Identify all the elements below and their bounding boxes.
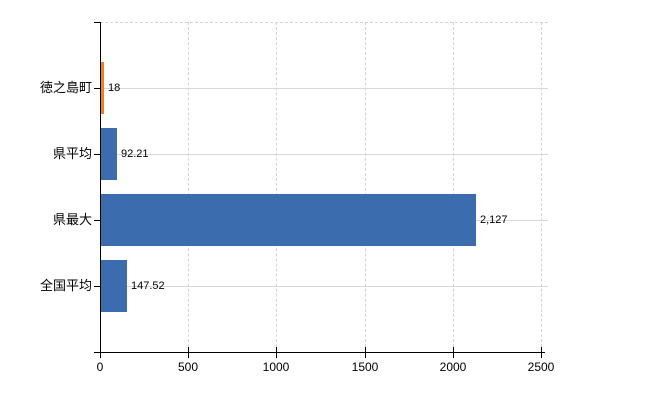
value-label: 2,127 — [480, 214, 508, 226]
bar — [101, 62, 104, 114]
x-tick-label: 1500 — [351, 360, 379, 374]
x-axis-line — [94, 352, 545, 353]
y-axis-tick — [94, 220, 100, 221]
y-axis-line — [100, 22, 101, 358]
x-gridline — [276, 22, 277, 352]
bar — [101, 128, 117, 180]
value-label: 18 — [108, 82, 121, 94]
value-label: 147.52 — [131, 280, 165, 292]
plot-top-border — [100, 22, 548, 23]
x-tick-label: 2500 — [527, 360, 555, 374]
y-axis-tick — [94, 286, 100, 287]
y-gridline — [100, 286, 548, 287]
bar — [101, 260, 127, 312]
category-label: 徳之島町 — [39, 80, 92, 95]
category-label: 県平均 — [52, 146, 92, 161]
y-axis-tick — [94, 88, 100, 89]
y-axis-tick — [94, 22, 100, 23]
y-axis-tick — [94, 154, 100, 155]
bar — [101, 194, 476, 246]
y-gridline — [100, 88, 548, 89]
x-gridline — [541, 22, 542, 352]
x-tick-label: 2000 — [439, 360, 467, 374]
x-gridline — [453, 22, 454, 352]
x-gridline — [365, 22, 366, 352]
category-label: 全国平均 — [39, 278, 92, 293]
x-tick-label: 1000 — [262, 360, 290, 374]
x-tick-label: 0 — [96, 360, 104, 374]
category-label: 県最大 — [52, 212, 92, 227]
x-tick-label: 500 — [177, 360, 199, 374]
y-gridline — [100, 154, 548, 155]
x-gridline — [188, 22, 189, 352]
value-label: 92.21 — [121, 148, 149, 160]
